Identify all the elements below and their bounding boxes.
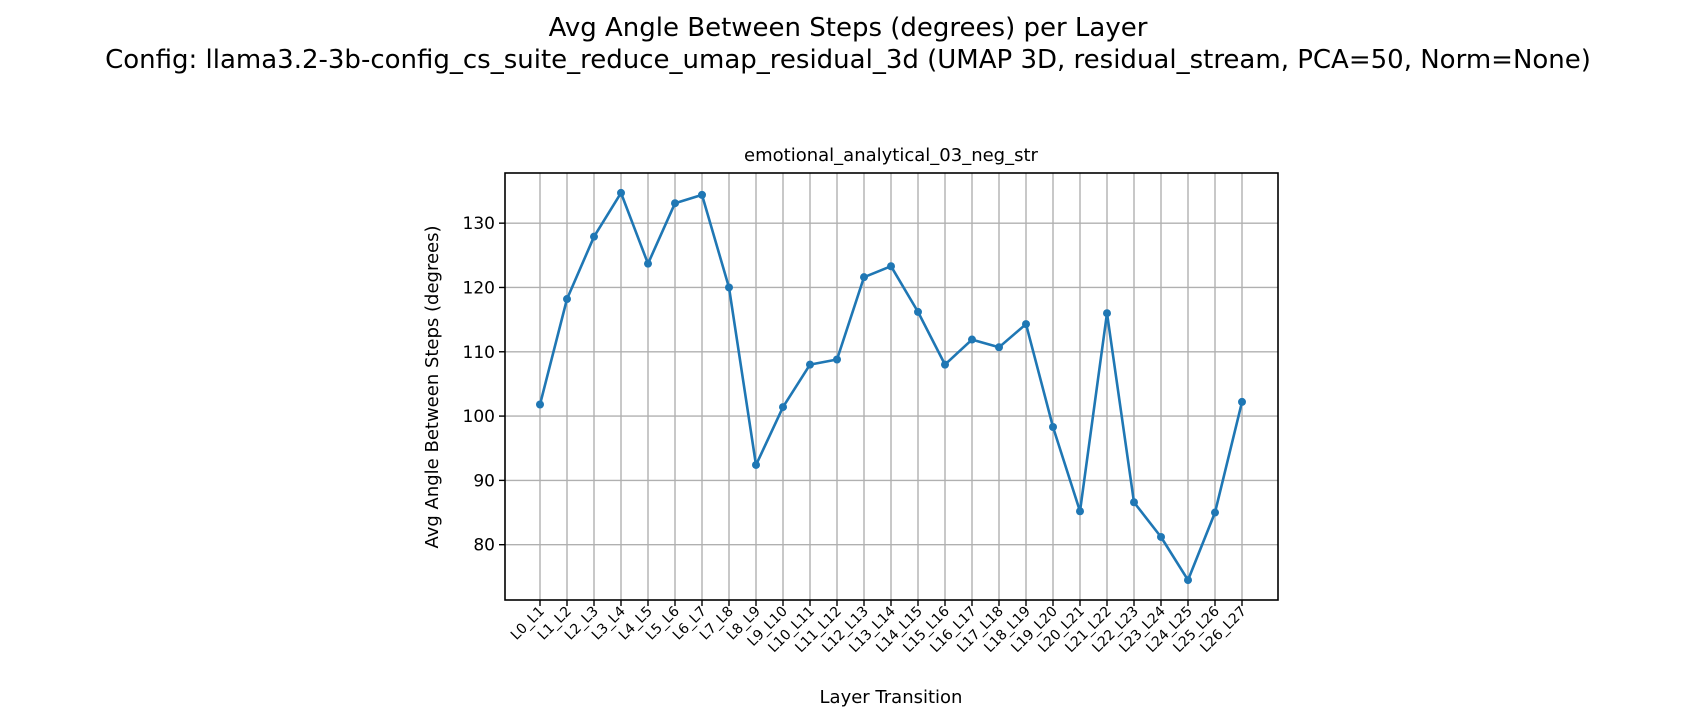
y-tick-label: 110 [463, 343, 495, 363]
tick-layer: 8090100110120130L0_L1L1_L2L2_L3L3_L4L4_L… [463, 214, 1250, 656]
data-point [590, 232, 598, 241]
y-axis-label: Avg Angle Between Steps (degrees) [422, 225, 443, 548]
data-point [1157, 532, 1165, 541]
data-point [536, 400, 544, 409]
y-tick-label: 80 [473, 536, 495, 556]
figure-title-line1: Avg Angle Between Steps (degrees) per La… [549, 13, 1148, 43]
figure-title-line2: Config: llama3.2-3b-config_cs_suite_redu… [105, 45, 1591, 75]
data-point [941, 360, 949, 369]
data-point [1238, 397, 1246, 406]
data-point [833, 355, 841, 364]
data-point [887, 262, 895, 271]
data-point [1211, 508, 1219, 517]
data-point [1022, 320, 1030, 329]
data-point [995, 343, 1003, 352]
data-point [563, 295, 571, 304]
data-point [698, 190, 706, 199]
data-point [725, 283, 733, 292]
series-layer [536, 188, 1246, 585]
data-point [1103, 309, 1111, 318]
data-point [644, 259, 652, 268]
x-axis-label: Layer Transition [820, 687, 963, 708]
data-point [752, 460, 760, 469]
plot-area: 8090100110120130L0_L1L1_L2L2_L3L3_L4L4_L… [463, 172, 1279, 656]
y-tick-label: 90 [473, 471, 495, 491]
data-point [806, 360, 814, 369]
data-point [968, 335, 976, 344]
data-point [617, 188, 625, 197]
data-point [1184, 576, 1192, 585]
y-tick-label: 130 [463, 214, 495, 234]
data-point [671, 199, 679, 208]
data-point [779, 403, 787, 412]
y-tick-label: 100 [463, 407, 495, 427]
data-point [1049, 423, 1057, 432]
axes-title: emotional_analytical_03_neg_str [744, 145, 1038, 166]
data-point [914, 307, 922, 316]
data-point [860, 273, 868, 282]
data-point [1076, 507, 1084, 516]
data-point [1130, 498, 1138, 507]
y-tick-label: 120 [463, 278, 495, 298]
